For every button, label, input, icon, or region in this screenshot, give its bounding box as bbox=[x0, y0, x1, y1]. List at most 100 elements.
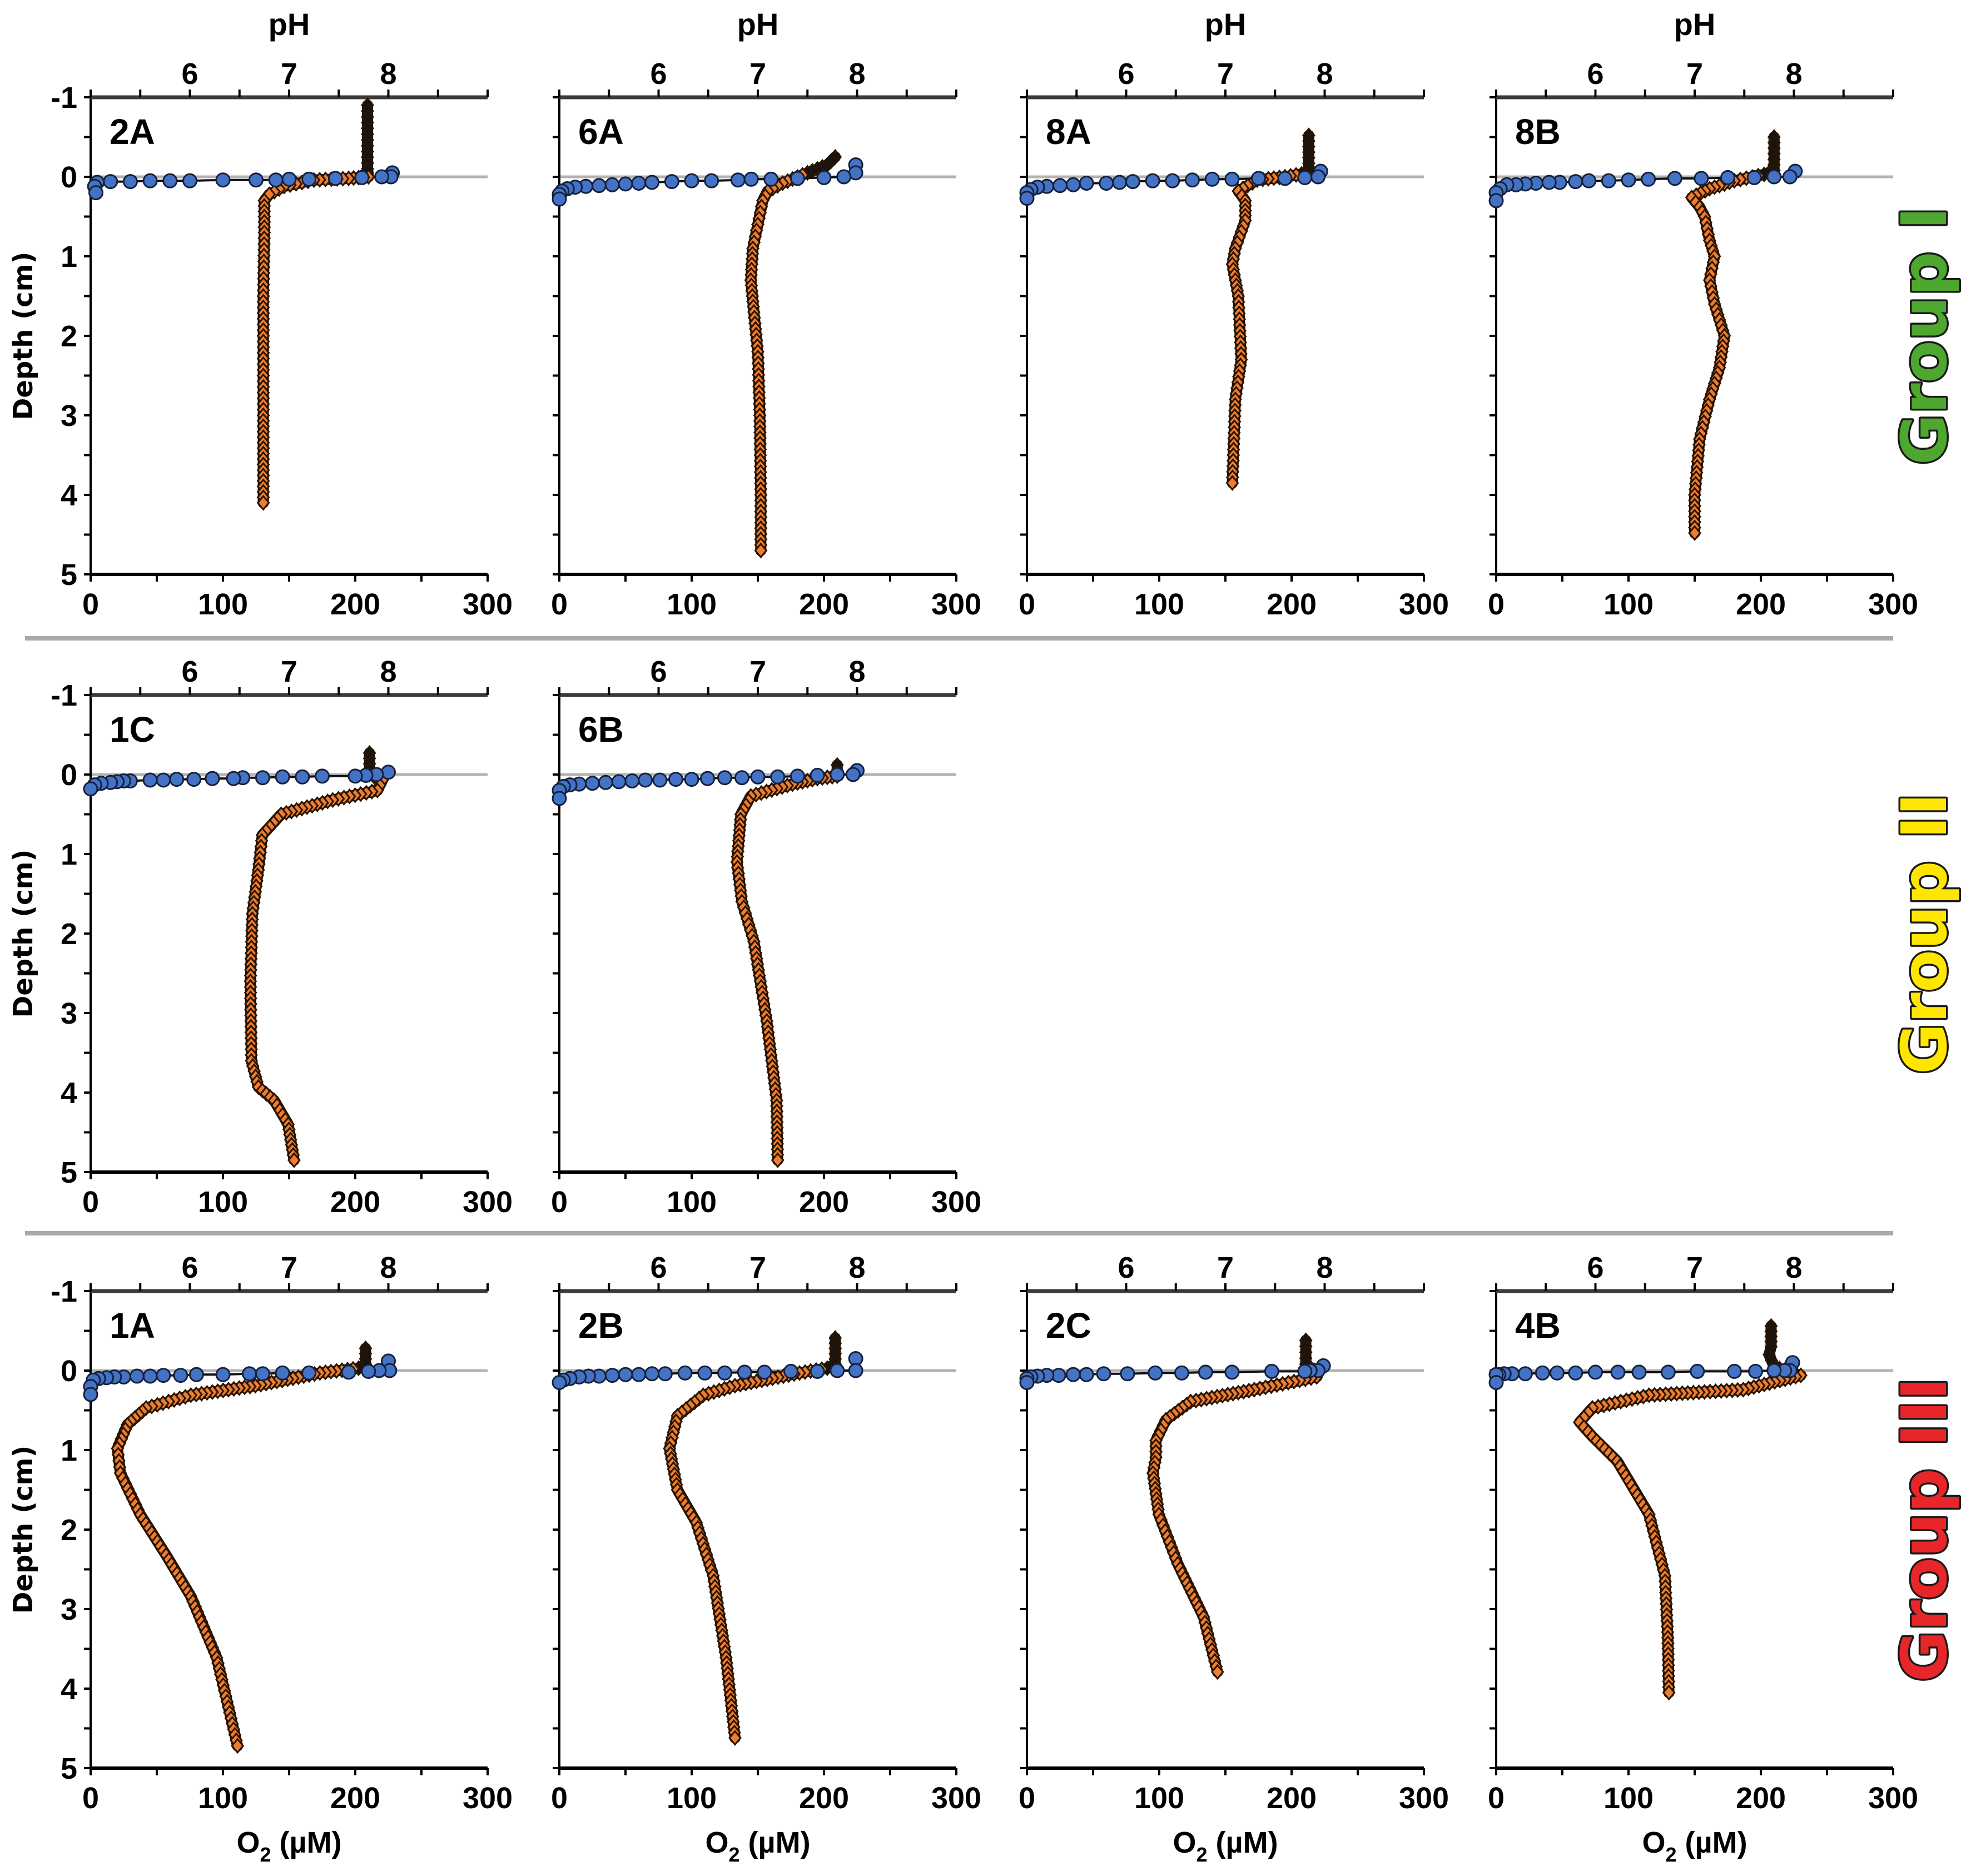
o2-marker bbox=[1766, 169, 1782, 185]
o2-marker bbox=[717, 770, 732, 786]
o2-marker bbox=[156, 1368, 171, 1383]
o2-marker bbox=[1667, 171, 1682, 186]
o2-marker bbox=[1694, 171, 1709, 186]
ph-tick-label: 6 bbox=[1587, 57, 1603, 91]
o2-marker bbox=[845, 767, 861, 782]
o2-marker bbox=[1746, 170, 1762, 185]
o2-marker bbox=[249, 172, 264, 188]
y-tick-label: 2 bbox=[61, 320, 77, 353]
o2-tick-label: 100 bbox=[198, 1185, 248, 1219]
o2-marker bbox=[173, 1368, 188, 1383]
o2-marker bbox=[1052, 178, 1068, 193]
o2-marker bbox=[652, 772, 668, 788]
o2-marker bbox=[657, 1366, 673, 1382]
ph-tick-label: 6 bbox=[650, 1251, 667, 1284]
o2-marker bbox=[1588, 1364, 1603, 1380]
o2-marker bbox=[1099, 175, 1114, 191]
o2-marker bbox=[226, 771, 241, 786]
ph-tick-label: 8 bbox=[1316, 57, 1333, 91]
ph-tick-label: 8 bbox=[848, 57, 865, 91]
o2-tick-label: 100 bbox=[1603, 1781, 1654, 1815]
o2-marker bbox=[770, 769, 786, 785]
o2-marker bbox=[810, 767, 825, 783]
o2-marker bbox=[1065, 1367, 1081, 1382]
y-tick-label: 4 bbox=[61, 1076, 77, 1110]
o2-marker bbox=[255, 1366, 270, 1382]
o2-tick-label: 300 bbox=[931, 1185, 981, 1219]
group-label: Group II bbox=[1889, 793, 1961, 1074]
o2-marker bbox=[737, 1364, 752, 1380]
ph-tick-label: 8 bbox=[1785, 1251, 1802, 1284]
ph-tick-label: 6 bbox=[181, 57, 198, 91]
panel-6a: 6 7 8 pH 0 100 200 300 6A bbox=[551, 7, 981, 621]
o2-marker bbox=[730, 172, 746, 188]
o2-marker bbox=[83, 781, 98, 797]
o2-marker bbox=[1277, 171, 1293, 186]
panel-6b: 6 7 8 0 100 200 300 6B bbox=[551, 655, 981, 1219]
o2-marker bbox=[188, 1367, 204, 1382]
o2-marker bbox=[684, 772, 699, 787]
panel-label: 6A bbox=[578, 112, 624, 152]
ph-tick-label: 7 bbox=[749, 1251, 766, 1284]
y-tick-label: 3 bbox=[61, 997, 77, 1030]
panel-8a: 6 7 8 pH 0 100 200 300 8A bbox=[1019, 7, 1449, 621]
o2-marker bbox=[1174, 1365, 1189, 1381]
panel-label: 2B bbox=[578, 1306, 624, 1346]
o2-marker bbox=[1145, 173, 1160, 188]
panel-label: 2A bbox=[110, 112, 155, 152]
o2-axis-title: O2 (µM) bbox=[1642, 1826, 1747, 1866]
o2-marker bbox=[347, 768, 363, 784]
o2-marker bbox=[1019, 1374, 1035, 1390]
o2-axis-title: O2 (µM) bbox=[705, 1826, 810, 1866]
o2-tick-label: 200 bbox=[330, 1781, 380, 1815]
o2-tick-label: 100 bbox=[1134, 588, 1184, 621]
o2-marker bbox=[268, 172, 284, 188]
o2-marker bbox=[591, 178, 607, 193]
o2-tick-label: 300 bbox=[1868, 588, 1918, 621]
o2-marker bbox=[1079, 1367, 1094, 1382]
o2-axis-title-unit: (µM) bbox=[1207, 1826, 1278, 1859]
o2-tick-label: 200 bbox=[799, 1781, 849, 1815]
panel-4b: 6 7 8 0 100 200 300 O2 (µM) 4B bbox=[1488, 1251, 1918, 1866]
o2-tick-label: 0 bbox=[82, 1781, 99, 1815]
o2-tick-label: 0 bbox=[1019, 1781, 1035, 1815]
o2-marker bbox=[186, 772, 202, 787]
ph-tick-label: 8 bbox=[848, 1251, 865, 1284]
o2-tick-label: 200 bbox=[1736, 1781, 1786, 1815]
o2-axis-title-subscript: 2 bbox=[1196, 1843, 1207, 1866]
o2-marker bbox=[1125, 174, 1140, 190]
group-row: Group II Depth (cm) -1 0 1 2 3 4 5 6 7 8 0 100 200 300 1… bbox=[8, 655, 1963, 1219]
o2-axis-title-main: O bbox=[705, 1826, 728, 1859]
o2-axis-title-main: O bbox=[1642, 1826, 1665, 1859]
ph-tick-label: 7 bbox=[281, 655, 297, 688]
panel-label: 2C bbox=[1046, 1306, 1091, 1346]
ph-marker bbox=[1662, 1684, 1676, 1701]
o2-marker bbox=[1198, 1364, 1213, 1380]
o2-marker bbox=[1690, 1363, 1705, 1379]
group-row: Group I Depth (cm) -1 0 1 2 3 4 5 6 7 8 pH 0 100 200 300… bbox=[8, 7, 1963, 621]
o2-marker bbox=[783, 1363, 798, 1379]
ph-axis-title: pH bbox=[1674, 7, 1716, 42]
y-tick-label: 3 bbox=[61, 399, 77, 433]
o2-marker bbox=[281, 171, 297, 187]
ph-tick-label: 7 bbox=[1686, 57, 1703, 91]
y-tick-label: 0 bbox=[61, 1354, 77, 1388]
o2-tick-label: 200 bbox=[799, 1185, 849, 1219]
o2-marker bbox=[1581, 173, 1597, 188]
o2-tick-label: 0 bbox=[82, 1185, 99, 1219]
o2-tick-label: 0 bbox=[1019, 588, 1035, 621]
o2-marker bbox=[664, 174, 679, 190]
o2-marker bbox=[142, 1368, 158, 1384]
o2-marker bbox=[677, 1365, 693, 1381]
group-label: Group I bbox=[1889, 207, 1961, 465]
o2-marker bbox=[83, 1387, 98, 1402]
o2-marker bbox=[743, 171, 759, 187]
y-tick-label: 4 bbox=[61, 479, 77, 512]
o2-marker bbox=[618, 176, 633, 192]
y-tick-label: -1 bbox=[51, 81, 77, 115]
ph-tick-label: 6 bbox=[1587, 1251, 1603, 1284]
o2-marker bbox=[638, 772, 653, 788]
o2-marker bbox=[848, 1363, 863, 1378]
o2-marker bbox=[611, 774, 627, 790]
